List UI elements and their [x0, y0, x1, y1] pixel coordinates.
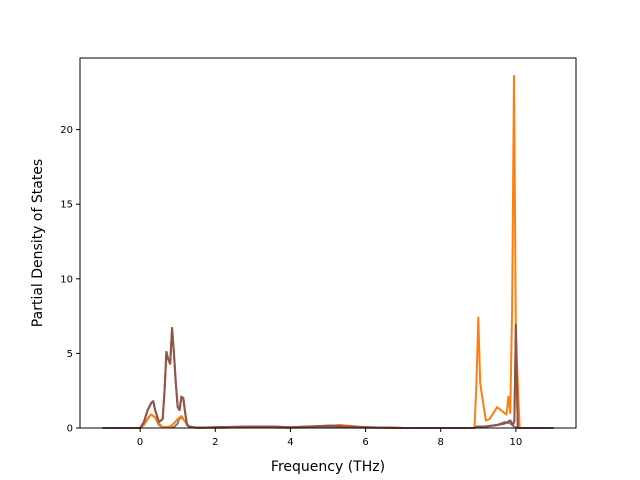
x-tick-label: 4 — [287, 437, 293, 448]
x-axis-label: Frequency (THz) — [271, 459, 385, 475]
y-tick-label: 10 — [60, 274, 73, 285]
series-line-2 — [102, 74, 554, 429]
y-tick-label: 0 — [67, 424, 73, 435]
series-line-3 — [102, 324, 554, 429]
y-tick-label: 15 — [60, 200, 73, 211]
y-tick-label: 20 — [60, 125, 73, 136]
x-axis-ticks: 0 2 4 6 8 10 — [137, 428, 522, 448]
y-tick-label: 5 — [67, 349, 73, 360]
x-tick-label: 0 — [137, 437, 143, 448]
series-line-4 — [102, 324, 554, 429]
x-tick-label: 2 — [212, 437, 218, 448]
plot-frame — [79, 57, 577, 429]
y-axis-ticks: 0 5 10 15 20 — [60, 125, 80, 435]
x-tick-label: 6 — [362, 437, 368, 448]
series-layer — [102, 74, 554, 429]
x-tick-label: 8 — [438, 437, 444, 448]
x-tick-label: 10 — [510, 437, 523, 448]
y-axis-label: Partial Density of States — [30, 159, 46, 327]
